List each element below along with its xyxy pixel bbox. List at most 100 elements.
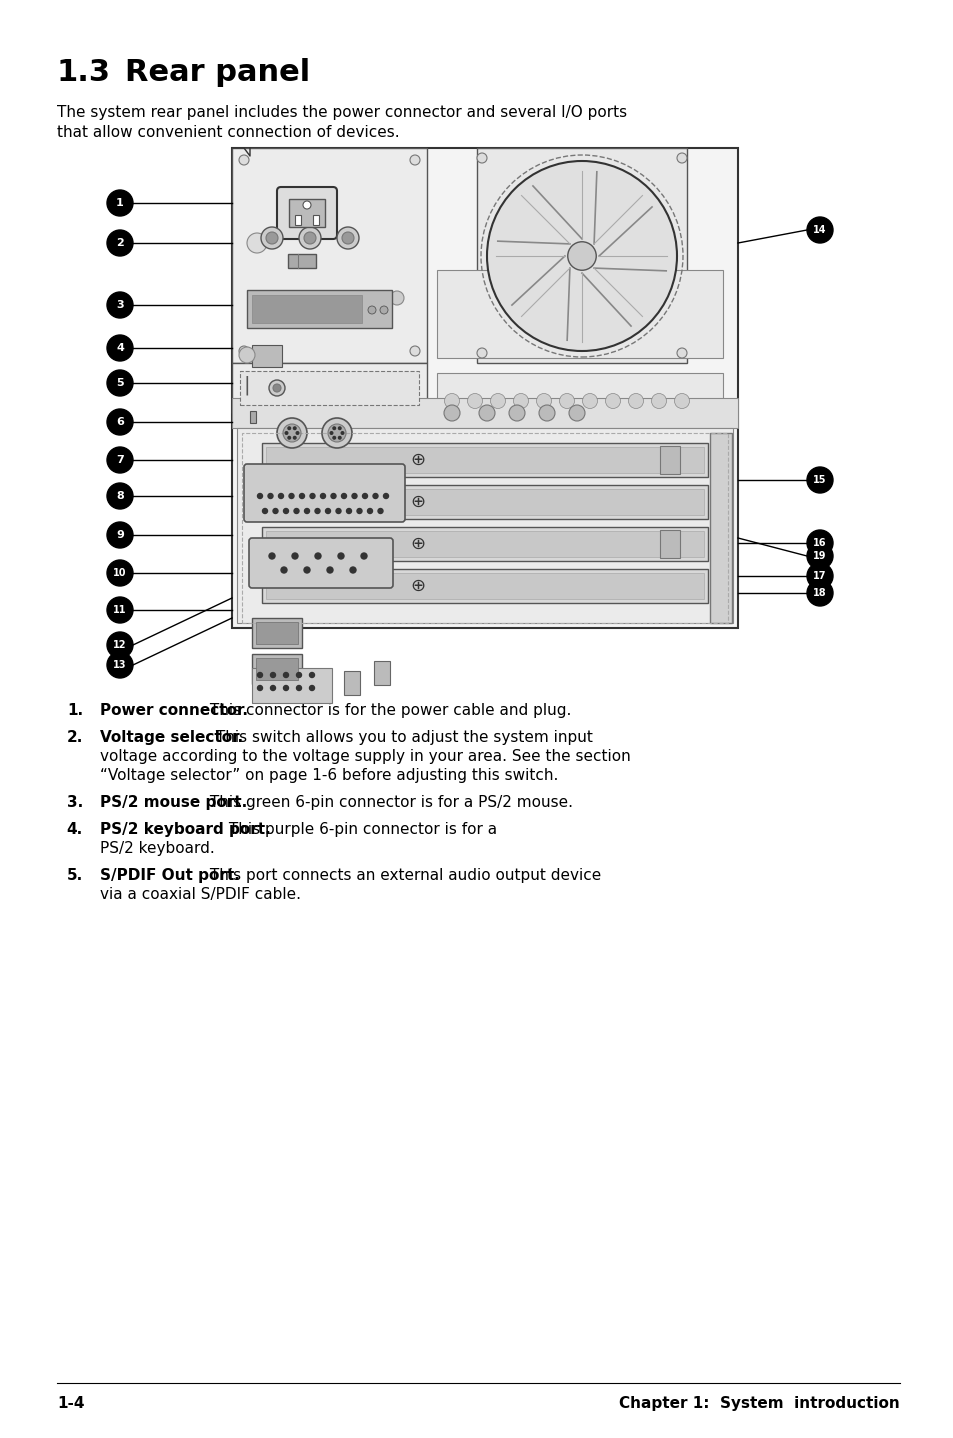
Bar	[288, 255, 315, 267]
Circle shape	[314, 554, 320, 559]
Circle shape	[271, 686, 275, 690]
Circle shape	[467, 394, 482, 408]
Text: 19: 19	[812, 551, 826, 561]
Circle shape	[806, 580, 832, 605]
Circle shape	[352, 493, 356, 499]
Circle shape	[341, 232, 354, 244]
Circle shape	[260, 290, 274, 305]
Bar	[436, 372, 722, 413]
Text: 5: 5	[116, 378, 124, 388]
Circle shape	[338, 427, 340, 430]
Circle shape	[368, 306, 375, 313]
Circle shape	[674, 394, 689, 408]
Circle shape	[333, 427, 335, 430]
Circle shape	[490, 394, 505, 408]
Circle shape	[558, 394, 574, 408]
Circle shape	[331, 493, 335, 499]
Text: Chapter 1:  System  introduction: Chapter 1: System introduction	[618, 1396, 899, 1411]
Circle shape	[677, 152, 686, 162]
Circle shape	[273, 509, 277, 513]
Bar	[313, 216, 318, 224]
Text: 11: 11	[113, 605, 127, 615]
Circle shape	[107, 335, 132, 361]
Circle shape	[327, 567, 333, 572]
Bar	[374, 661, 390, 684]
Circle shape	[336, 227, 358, 249]
Bar	[436, 270, 722, 358]
Text: “Voltage selector” on page 1-6 before adjusting this switch.: “Voltage selector” on page 1-6 before ad…	[100, 768, 558, 784]
Circle shape	[107, 370, 132, 395]
Bar	[266, 531, 703, 557]
FancyBboxPatch shape	[276, 187, 336, 239]
Circle shape	[239, 347, 249, 357]
Text: 13: 13	[113, 660, 127, 670]
Circle shape	[309, 673, 314, 677]
Bar	[262, 526, 707, 561]
Circle shape	[383, 493, 388, 499]
Text: PS/2 keyboard.: PS/2 keyboard.	[100, 841, 214, 856]
Bar	[252, 345, 282, 367]
Circle shape	[295, 431, 298, 434]
Bar	[294, 216, 301, 224]
Bar	[252, 295, 361, 324]
Circle shape	[107, 651, 132, 677]
Circle shape	[298, 227, 320, 249]
Circle shape	[677, 348, 686, 358]
Circle shape	[296, 673, 301, 677]
Circle shape	[261, 227, 283, 249]
Bar	[232, 398, 738, 429]
Text: 8: 8	[116, 490, 124, 500]
Circle shape	[806, 217, 832, 243]
Circle shape	[107, 559, 132, 587]
Bar	[232, 148, 738, 628]
Circle shape	[444, 394, 459, 408]
Circle shape	[605, 394, 619, 408]
Text: This green 6-pin connector is for a PS/2 mouse.: This green 6-pin connector is for a PS/2…	[205, 795, 572, 810]
Bar	[232, 362, 427, 413]
Circle shape	[107, 483, 132, 509]
Circle shape	[271, 673, 275, 677]
Circle shape	[107, 522, 132, 548]
Bar	[250, 411, 255, 423]
Circle shape	[294, 509, 298, 513]
Circle shape	[330, 431, 333, 434]
Text: 3.: 3.	[67, 795, 83, 810]
Text: PS/2 mouse port.: PS/2 mouse port.	[100, 795, 247, 810]
Circle shape	[568, 406, 584, 421]
Text: Power connector.: Power connector.	[100, 703, 248, 718]
Circle shape	[107, 447, 132, 473]
Circle shape	[328, 424, 346, 441]
Circle shape	[377, 509, 382, 513]
FancyBboxPatch shape	[244, 464, 405, 522]
Bar	[709, 433, 731, 623]
Circle shape	[325, 509, 330, 513]
Text: S/PDIF Out port.: S/PDIF Out port.	[100, 869, 239, 883]
Circle shape	[350, 567, 355, 572]
Text: 3: 3	[116, 301, 124, 311]
Circle shape	[278, 493, 283, 499]
Circle shape	[304, 509, 309, 513]
Circle shape	[289, 493, 294, 499]
Circle shape	[296, 686, 301, 690]
Circle shape	[538, 406, 555, 421]
Text: 4: 4	[116, 344, 124, 352]
Circle shape	[283, 509, 288, 513]
Circle shape	[806, 564, 832, 590]
Circle shape	[283, 686, 288, 690]
Circle shape	[257, 493, 262, 499]
Text: 6: 6	[116, 417, 124, 427]
Text: 18: 18	[812, 588, 826, 598]
Circle shape	[107, 631, 132, 659]
Text: ⊕: ⊕	[410, 493, 425, 510]
Text: 4.: 4.	[67, 823, 83, 837]
Text: 1.3: 1.3	[57, 58, 111, 88]
Circle shape	[333, 437, 335, 439]
Text: This connector is for the power cable and plug.: This connector is for the power cable an…	[205, 703, 571, 718]
Circle shape	[360, 554, 367, 559]
Circle shape	[486, 161, 677, 351]
Circle shape	[410, 347, 419, 357]
Circle shape	[107, 597, 132, 623]
Circle shape	[567, 242, 596, 270]
Circle shape	[651, 394, 666, 408]
Circle shape	[292, 554, 297, 559]
